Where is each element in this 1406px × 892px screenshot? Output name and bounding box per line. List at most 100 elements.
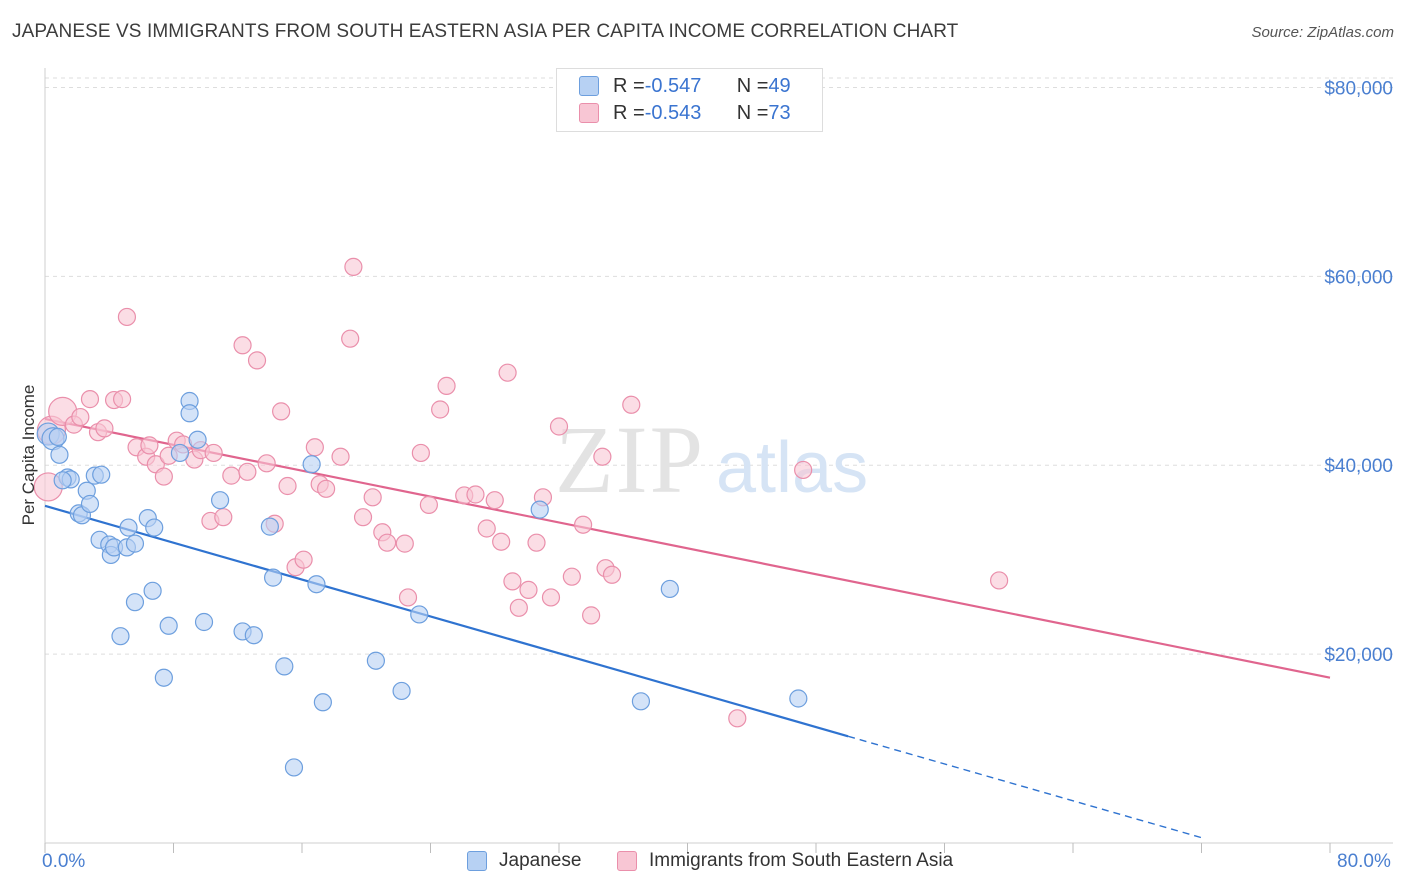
data-point-immigrants [519,580,538,599]
data-point-japanese [92,465,111,484]
data-point-japanese [111,627,130,646]
gridlines [45,77,1393,655]
data-point-immigrants [272,402,291,421]
data-point-japanese [660,579,679,599]
watermark: ZIP atlas [555,406,868,513]
legend-item-immigrants: Immigrants from South Eastern Asia [617,850,953,872]
data-point-immigrants [437,376,456,395]
data-point-immigrants [573,515,593,534]
data-point-japanese [154,668,173,687]
data-point-immigrants [431,400,450,419]
x-tick-label-min: 0.0% [42,851,86,872]
y-tick-label: $20,000 [1324,645,1393,666]
legend-swatch-immigrants [617,851,637,871]
data-point-immigrants [728,709,747,728]
data-point-immigrants [498,363,517,382]
source-label: Source: ZipAtlas.com [1251,24,1394,41]
data-point-immigrants [353,508,373,527]
data-point-immigrants [257,454,276,473]
data-point-japanese [53,471,72,490]
legend-row-immigrants: R = -0.543 N = 73 [579,100,791,126]
data-point-immigrants [117,307,137,327]
data-point-immigrants [411,443,430,463]
legend-r-value: -0.547 [644,74,702,97]
data-point-immigrants [341,329,360,348]
data-point-japanese [50,445,69,464]
data-point-japanese [530,500,549,519]
data-point-immigrants [238,462,257,481]
data-point-immigrants [622,395,641,414]
data-point-immigrants [593,447,612,466]
data-point-immigrants [71,407,90,427]
data-point-immigrants [398,588,418,607]
y-tick-labels: $20,000 $40,000 $60,000 $80,000 [1324,78,1393,666]
legend-swatch-blue [579,76,599,96]
data-point-japanese [366,651,385,670]
data-point-immigrants [466,485,485,504]
trend-line-japanese-extension [847,735,1202,839]
legend-r-label: R = [613,101,645,124]
axes [44,68,1393,853]
legend-swatch-japanese [467,851,487,871]
data-point-japanese [159,616,178,635]
legend-n-value: 73 [768,101,791,124]
legend-r-value: -0.543 [644,101,702,124]
data-point-immigrants [363,488,382,507]
data-point-immigrants [527,533,546,552]
chart-title: JAPANESE VS IMMIGRANTS FROM SOUTH EASTER… [12,21,959,42]
data-point-immigrants [395,534,414,553]
data-point-japanese [307,575,326,594]
trend-line-japanese [44,504,849,738]
watermark-atlas: atlas [716,428,868,508]
data-point-japanese [244,626,263,645]
data-points [33,257,1009,777]
legend-swatch-pink [579,103,599,123]
data-point-japanese [275,657,294,676]
watermark-zip: ZIP [555,406,705,513]
data-point-japanese [80,494,100,514]
y-tick-label: $40,000 [1324,456,1393,477]
y-tick-label: $60,000 [1324,267,1393,288]
data-point-japanese [194,612,214,632]
data-point-japanese [263,568,283,587]
legend-n-value: 49 [768,74,791,97]
data-point-immigrants [509,598,528,617]
data-point-japanese [143,581,162,600]
data-point-immigrants [140,436,159,455]
data-point-immigrants [154,467,173,486]
data-point-immigrants [294,550,313,569]
data-point-immigrants [278,476,297,496]
data-point-immigrants [582,606,601,625]
data-point-immigrants [80,390,100,409]
legend-row-japanese: R = -0.547 N = 49 [579,73,791,99]
data-point-japanese [410,605,429,624]
data-point-immigrants [222,466,241,485]
data-point-immigrants [233,336,252,355]
data-point-immigrants [204,443,223,463]
data-point-immigrants [549,417,569,436]
data-point-japanese [180,404,199,423]
data-point-immigrants [990,571,1009,590]
data-point-immigrants [247,351,267,370]
y-tick-label: $80,000 [1324,78,1393,99]
data-point-immigrants [477,519,496,538]
legend-label-japanese: Japanese [499,850,582,871]
data-point-immigrants [305,438,324,457]
data-point-immigrants [214,508,233,527]
data-point-japanese [48,427,67,446]
data-point-japanese [188,430,207,449]
data-point-japanese [392,681,411,701]
data-point-japanese [119,518,138,537]
data-point-japanese [284,758,304,777]
data-point-immigrants [378,533,397,552]
series-legend: Japanese Immigrants from South Eastern A… [0,850,1406,878]
data-point-immigrants [344,257,363,276]
legend-n-label: N = [736,74,769,97]
data-point-japanese [313,693,332,712]
data-point-japanese [631,692,651,711]
data-point-immigrants [541,588,561,607]
legend-r-label: R = [613,74,645,97]
data-point-immigrants [316,479,336,498]
data-point-immigrants [485,491,504,510]
